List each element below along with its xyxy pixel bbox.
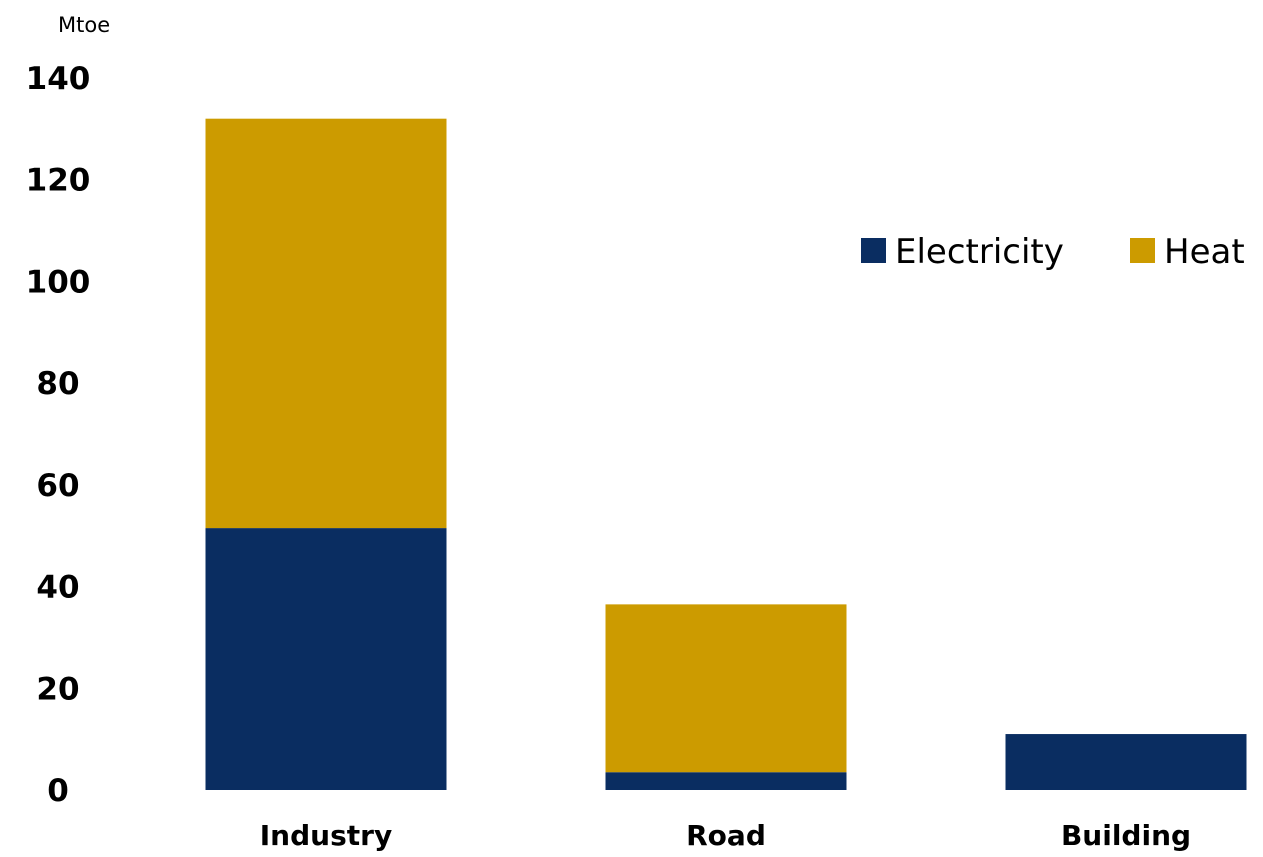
legend-label-electricity: Electricity bbox=[895, 232, 1064, 272]
x-tick-label-industry: Industry bbox=[260, 819, 392, 852]
legend: Electricity Heat bbox=[861, 232, 1245, 272]
y-tick-label-140: 140 bbox=[26, 61, 91, 97]
y-tick-label-120: 120 bbox=[26, 163, 91, 199]
bar-building-electricity bbox=[1005, 734, 1247, 790]
y-tick-label-80: 80 bbox=[36, 366, 79, 402]
y-axis-ticks: 0 20 40 60 80 100 120 140 bbox=[26, 61, 91, 809]
legend-swatch-electricity bbox=[861, 238, 886, 263]
bar-road-electricity bbox=[605, 772, 847, 790]
legend-label-heat: Heat bbox=[1164, 232, 1245, 272]
y-tick-label-20: 20 bbox=[36, 671, 79, 707]
bar-road-heat bbox=[605, 604, 847, 773]
y-axis-unit-label: Mtoe bbox=[58, 13, 110, 37]
bar-industry-electricity bbox=[205, 528, 447, 790]
legend-swatch-heat bbox=[1130, 238, 1155, 263]
x-tick-label-road: Road bbox=[686, 819, 766, 852]
y-tick-label-60: 60 bbox=[36, 468, 79, 504]
y-tick-label-40: 40 bbox=[36, 570, 79, 606]
bar-industry-heat bbox=[205, 118, 447, 529]
y-tick-label-0: 0 bbox=[47, 773, 69, 809]
bars bbox=[205, 118, 1247, 790]
y-tick-label-100: 100 bbox=[26, 264, 91, 300]
x-axis-labels: Industry Road Building bbox=[260, 819, 1191, 852]
x-tick-label-building: Building bbox=[1061, 819, 1191, 852]
